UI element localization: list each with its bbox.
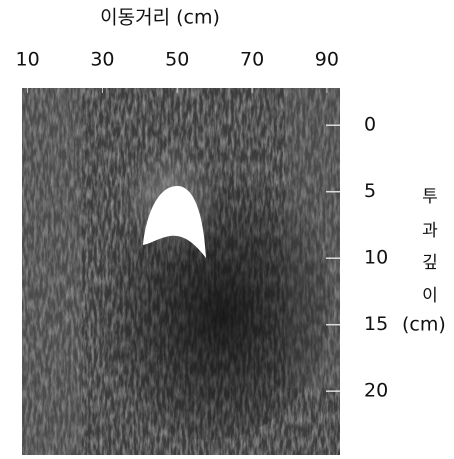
radar-image — [22, 88, 340, 455]
x-tick-label: 30 — [90, 49, 114, 71]
y-tick-label: 5 — [364, 180, 376, 202]
y-axis-label: 이 — [422, 286, 438, 306]
y-tick-label: 0 — [364, 114, 376, 136]
y-axis-unit: (cm) — [402, 314, 446, 336]
y-axis-label: 과 — [422, 221, 438, 241]
x-axis-label: 이동거리 (cm) — [100, 7, 220, 29]
y-tick-label: 20 — [364, 380, 388, 402]
x-tick-label: 50 — [165, 49, 189, 71]
y-tick-label: 15 — [364, 313, 388, 335]
x-tick-label: 70 — [240, 49, 264, 71]
y-tick-label: 10 — [364, 247, 388, 269]
x-tick-label: 90 — [315, 49, 339, 71]
x-tick-label: 10 — [16, 49, 40, 71]
y-axis-label: 깊 — [422, 253, 438, 273]
y-axis-label: 투 — [422, 187, 438, 207]
